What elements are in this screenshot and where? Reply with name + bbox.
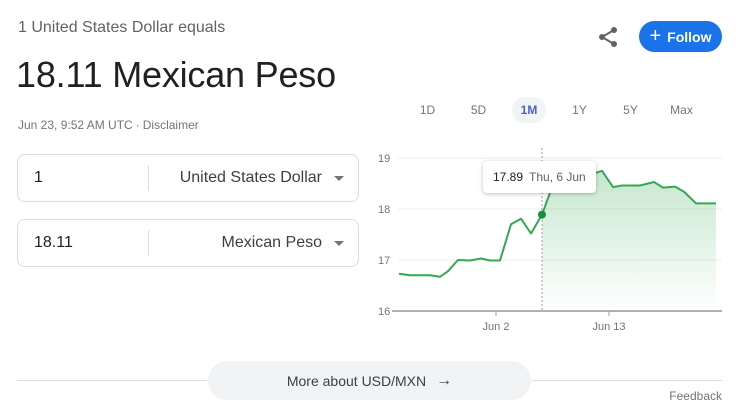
- tooltip-value: 17.89: [493, 170, 524, 184]
- timestamp-line: Jun 23, 9:52 AM UTC · Disclaimer: [18, 118, 199, 132]
- exchange-rate-chart[interactable]: 16 17 18 19 Jun 2 Jun 13: [370, 148, 730, 338]
- amount-to-input[interactable]: [18, 220, 148, 266]
- divider: [532, 380, 722, 381]
- currency-to-select[interactable]: Mexican Peso: [222, 220, 359, 266]
- range-tabs: 1D 5D 1M 1Y 5Y Max: [402, 97, 707, 123]
- chart-canvas[interactable]: 16 17 18 19 Jun 2 Jun 13: [370, 148, 730, 338]
- share-icon: [599, 27, 617, 47]
- hover-point: [538, 210, 546, 219]
- y-tick-label: 19: [378, 153, 390, 165]
- dropdown-caret-icon: [334, 240, 344, 246]
- amount-from-input[interactable]: [18, 155, 148, 201]
- currency-from-label: United States Dollar: [179, 169, 322, 186]
- tooltip-date: Thu, 6 Jun: [529, 170, 586, 184]
- currency-from-select[interactable]: United States Dollar: [180, 155, 358, 201]
- feedback-link[interactable]: Feedback: [669, 389, 722, 403]
- more-about-button[interactable]: More about USD/MXN →: [208, 361, 531, 400]
- plus-icon: +: [649, 24, 662, 47]
- chart-area: [542, 170, 716, 311]
- conversion-result: 18.11 Mexican Peso: [16, 54, 336, 95]
- separator: ·: [135, 118, 140, 132]
- conversion-subtitle: 1 United States Dollar equals: [18, 19, 226, 36]
- y-tick-label: 18: [378, 204, 390, 216]
- converter-from: United States Dollar: [17, 154, 359, 202]
- range-tab-5d[interactable]: 5D: [470, 103, 487, 117]
- y-tick-label: 17: [378, 255, 390, 267]
- range-tab-1d[interactable]: 1D: [419, 103, 436, 117]
- divider: [148, 165, 149, 191]
- y-tick-label: 16: [378, 306, 390, 318]
- range-tab-1y[interactable]: 1Y: [572, 103, 587, 117]
- currency-to-label: Mexican Peso: [221, 234, 323, 251]
- divider: [148, 230, 149, 256]
- converter-to: Mexican Peso: [17, 219, 359, 267]
- range-tab-5y[interactable]: 5Y: [623, 103, 638, 117]
- disclaimer-link[interactable]: Disclaimer: [142, 118, 199, 132]
- range-tab-1m[interactable]: 1M: [512, 97, 546, 123]
- timestamp: Jun 23, 9:52 AM UTC: [18, 118, 133, 132]
- divider: [17, 380, 207, 381]
- share-button[interactable]: [596, 25, 620, 49]
- more-about-label: More about USD/MXN: [286, 372, 427, 389]
- price-line: [398, 169, 716, 278]
- chart-tooltip: 17.89 Thu, 6 Jun: [483, 161, 596, 193]
- follow-label: Follow: [667, 28, 712, 45]
- x-tick-label: Jun 2: [483, 321, 510, 333]
- range-tab-max[interactable]: Max: [670, 103, 693, 117]
- arrow-right-icon: →: [436, 371, 453, 389]
- x-tick-label: Jun 13: [592, 321, 625, 333]
- dropdown-caret-icon: [334, 175, 344, 181]
- follow-button[interactable]: + Follow: [639, 21, 722, 52]
